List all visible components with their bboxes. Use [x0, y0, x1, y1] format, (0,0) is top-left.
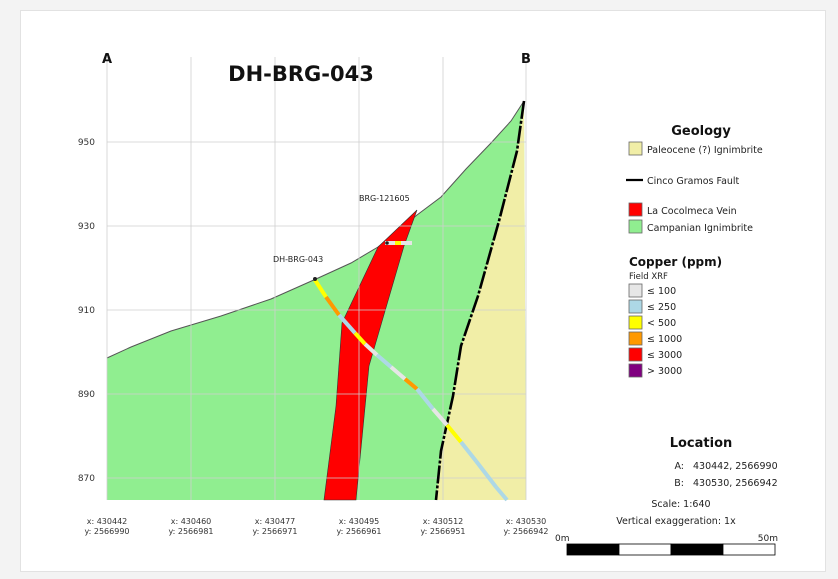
exaggeration-text: Vertical exaggeration: 1x: [616, 516, 736, 527]
geology-legend-title: Geology: [671, 124, 731, 139]
y-coordinate-label: y: 2566990: [84, 527, 129, 536]
x-coordinate-label: x: 430530: [506, 517, 547, 526]
scale-bar-segment: [670, 543, 724, 556]
y-coordinate-label: y: 2566981: [168, 527, 213, 536]
elevation-tick-label: 870: [78, 474, 95, 484]
sample-collar: [385, 241, 389, 245]
section-plot: [106, 57, 527, 502]
paleocene-legend-label: Paleocene (?) Ignimbrite: [647, 145, 763, 156]
copper-legend: Copper (ppm) Field XRF ≤ 100 ≤ 250 < 500…: [628, 255, 722, 378]
copper-swatch: [628, 347, 643, 362]
section-title: DH-BRG-043: [228, 62, 374, 86]
grid: [106, 57, 527, 500]
elevation-tick-label: 930: [78, 222, 95, 232]
copper-swatch: [628, 315, 643, 330]
location-a-label: A:: [674, 461, 684, 472]
location-title: Location: [670, 436, 733, 451]
drillhole-collar: [313, 277, 317, 281]
scale-bar-start-label: 0m: [555, 534, 570, 544]
drillhole-interval: [363, 342, 379, 357]
copper-legend-title: Copper (ppm): [629, 255, 722, 269]
y-coordinate-label: y: 2566971: [252, 527, 297, 536]
drillhole-interval: [353, 331, 367, 346]
drillhole-interval: [494, 485, 509, 502]
location-b-value: 430530, 2566942: [693, 478, 778, 489]
drillhole-interval: [431, 407, 449, 427]
scale-text: Scale: 1:640: [651, 499, 710, 510]
paleocene-ignimbrite-area: [436, 101, 526, 500]
drillhole-interval: [389, 365, 407, 381]
drillhole-interval: [415, 387, 435, 411]
campanian-legend-label: Campanian Ignimbrite: [647, 223, 753, 234]
copper-legend-subtitle: Field XRF: [629, 272, 668, 282]
copper-legend-label: < 500: [647, 318, 676, 329]
x-coordinate-label: x: 430512: [423, 517, 464, 526]
elevation-tick-label: 890: [78, 390, 95, 400]
copper-legend-label: ≤ 250: [647, 302, 676, 313]
x-coordinate-label: x: 430495: [339, 517, 380, 526]
scale-bar-segment: [618, 543, 672, 556]
drillhole-interval: [337, 313, 357, 335]
fault-legend-label: Cinco Gramos Fault: [647, 176, 740, 187]
section-end-a: A: [102, 52, 112, 67]
paleocene-swatch: [628, 141, 643, 156]
scale-bar-segment: [722, 543, 776, 556]
location-a-value: 430442, 2566990: [693, 461, 778, 472]
map-panel: A B DH-BRG-043 DH-BRG-043 BRG-121605 950…: [20, 10, 826, 572]
topography-line: [106, 100, 525, 359]
sample-label: BRG-121605: [359, 194, 410, 203]
location-block: Location A: 430442, 2566990 B: 430530, 2…: [555, 436, 778, 556]
elevation-tick-label: 950: [78, 138, 95, 148]
copper-legend-label: ≤ 3000: [647, 350, 682, 361]
drillhole-interval: [459, 440, 478, 463]
y-coordinate-label: y: 2566951: [420, 527, 465, 536]
drillhole-interval: [445, 423, 463, 444]
copper-legend-label: ≤ 100: [647, 286, 676, 297]
elevation-axis: 950 930 910 890 870: [78, 138, 95, 484]
copper-swatch: [628, 363, 643, 378]
copper-legend-label: ≤ 1000: [647, 334, 682, 345]
campanian-ignimbrite-area: [107, 101, 526, 500]
y-coordinate-label: y: 2566961: [336, 527, 381, 536]
drillhole-label: DH-BRG-043: [273, 255, 323, 264]
x-coordinate-label: x: 430460: [171, 517, 212, 526]
scale-bar: [566, 543, 776, 556]
section-end-b: B: [521, 52, 531, 67]
scale-bar-end-label: 50m: [758, 534, 778, 544]
scale-bar-segment: [566, 543, 620, 556]
vein-swatch: [628, 202, 643, 217]
coordinate-axis: x: 430442 y: 2566990 x: 430460 y: 256698…: [84, 517, 548, 536]
geology-legend: Geology Paleocene (?) Ignimbrite Cinco G…: [626, 124, 763, 234]
drillhole-interval: [474, 459, 498, 489]
drillhole-interval: [375, 353, 393, 369]
y-coordinate-label: y: 2566942: [503, 527, 548, 536]
campanian-swatch: [628, 219, 643, 234]
drillhole-interval: [313, 278, 328, 299]
copper-swatch: [628, 283, 643, 298]
copper-swatch: [628, 299, 643, 314]
copper-legend-label: > 3000: [647, 366, 682, 377]
drillhole-trace: [313, 278, 509, 502]
elevation-tick-label: 910: [78, 306, 95, 316]
copper-swatch: [628, 331, 643, 346]
x-coordinate-label: x: 430477: [255, 517, 296, 526]
drillhole-interval: [324, 295, 341, 317]
drillhole-interval: [403, 377, 419, 391]
cinco-gramos-fault-line: [434, 100, 526, 501]
vein-legend-label: La Cocolmeca Vein: [647, 206, 737, 217]
x-coordinate-label: x: 430442: [87, 517, 128, 526]
cross-section-figure: A B DH-BRG-043 DH-BRG-043 BRG-121605 950…: [78, 52, 778, 556]
la-cocolmeca-vein-area: [323, 209, 418, 501]
location-b-label: B:: [674, 478, 684, 489]
